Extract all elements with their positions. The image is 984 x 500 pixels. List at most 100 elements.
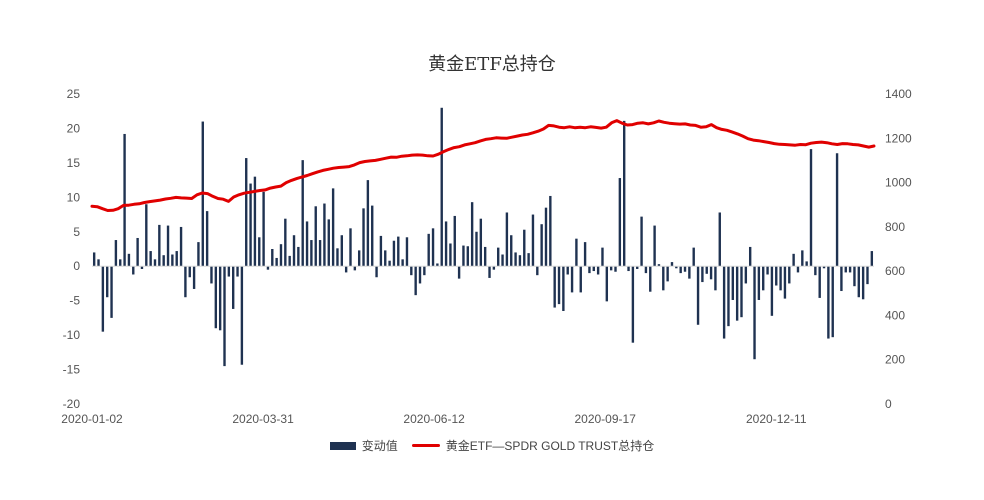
bar xyxy=(762,266,765,291)
bar xyxy=(722,266,726,339)
bar xyxy=(796,266,800,273)
bar xyxy=(840,266,843,292)
bar xyxy=(210,266,213,284)
bar xyxy=(562,266,565,311)
bar xyxy=(696,266,700,325)
bar xyxy=(870,251,874,267)
bar xyxy=(258,237,261,267)
bar xyxy=(297,246,300,267)
bar xyxy=(683,266,687,272)
bar xyxy=(718,212,721,267)
bar xyxy=(592,266,595,272)
bar xyxy=(861,266,865,300)
bar xyxy=(735,266,739,321)
bar xyxy=(744,266,748,284)
bar xyxy=(357,250,361,267)
bar xyxy=(205,211,209,267)
bar xyxy=(249,183,252,267)
bar xyxy=(609,266,613,271)
bar xyxy=(701,266,704,283)
bar xyxy=(166,225,170,267)
bar xyxy=(231,266,235,309)
bar xyxy=(705,266,708,274)
left-tick-label: 20 xyxy=(67,121,81,135)
legend-item-line: 黄金ETF—SPDR GOLD TRUST总持仓 xyxy=(411,437,655,454)
holdings-line xyxy=(90,119,876,212)
bar xyxy=(158,224,161,267)
bar xyxy=(362,208,365,267)
bar xyxy=(544,207,548,267)
bar xyxy=(123,133,126,267)
bar xyxy=(153,259,157,267)
right-tick-label: 800 xyxy=(885,220,905,234)
bar xyxy=(214,266,218,329)
bar xyxy=(857,266,860,298)
right-axis: 1400 1200 1000 800 600 400 200 0 xyxy=(885,87,912,411)
bar xyxy=(397,236,400,267)
bar xyxy=(140,266,144,269)
bar xyxy=(240,266,244,365)
bar xyxy=(627,266,630,272)
bar xyxy=(453,215,456,267)
bar xyxy=(666,266,669,282)
bar xyxy=(114,240,118,267)
bar xyxy=(318,240,322,267)
bar xyxy=(418,266,422,284)
bar xyxy=(423,266,426,276)
bar xyxy=(275,257,278,267)
bar xyxy=(640,216,643,267)
bar xyxy=(748,246,752,267)
bar xyxy=(349,228,352,267)
bar xyxy=(531,214,535,267)
bar xyxy=(388,260,391,267)
legend-label-bars: 变动值 xyxy=(361,439,398,453)
bar xyxy=(401,259,404,267)
bar xyxy=(501,254,504,267)
bar xyxy=(475,231,478,267)
line-series xyxy=(90,119,876,212)
bar xyxy=(801,250,804,267)
bar xyxy=(649,266,652,292)
bar xyxy=(331,188,335,267)
bar xyxy=(753,266,756,360)
bar xyxy=(636,266,639,269)
bar xyxy=(466,246,469,267)
bar xyxy=(492,266,496,270)
bar xyxy=(171,254,174,267)
bar xyxy=(540,224,543,267)
bar xyxy=(631,266,635,343)
legend: 变动值 黄金ETF—SPDR GOLD TRUST总持仓 xyxy=(0,437,984,454)
bar xyxy=(523,229,526,267)
legend-label-line: 黄金ETF—SPDR GOLD TRUST总持仓 xyxy=(445,439,655,453)
bar xyxy=(136,237,139,267)
left-tick-label: -10 xyxy=(63,328,81,342)
bar xyxy=(483,246,487,267)
right-tick-label: 1400 xyxy=(885,87,912,101)
x-tick-label: 2020-01-02 xyxy=(61,412,123,426)
bar xyxy=(505,212,509,267)
bar xyxy=(740,266,743,318)
bar xyxy=(427,233,430,267)
bar xyxy=(818,266,821,298)
bar xyxy=(145,204,148,267)
bar xyxy=(601,247,604,267)
bar xyxy=(644,266,648,274)
bar xyxy=(392,240,396,267)
bar xyxy=(184,266,187,298)
left-tick-label: 10 xyxy=(67,190,81,204)
bar xyxy=(622,120,626,267)
bar xyxy=(709,266,713,280)
bar xyxy=(271,249,274,267)
bar xyxy=(670,262,674,267)
bar-series xyxy=(92,107,874,367)
bar xyxy=(106,266,109,298)
bar xyxy=(336,248,339,267)
bar xyxy=(775,266,778,286)
bar xyxy=(431,228,435,267)
left-tick-label: -15 xyxy=(63,363,81,377)
bar xyxy=(310,240,313,267)
bar xyxy=(497,247,500,267)
left-tick-label: -20 xyxy=(63,397,81,411)
bar xyxy=(340,235,344,267)
bar xyxy=(596,266,600,275)
